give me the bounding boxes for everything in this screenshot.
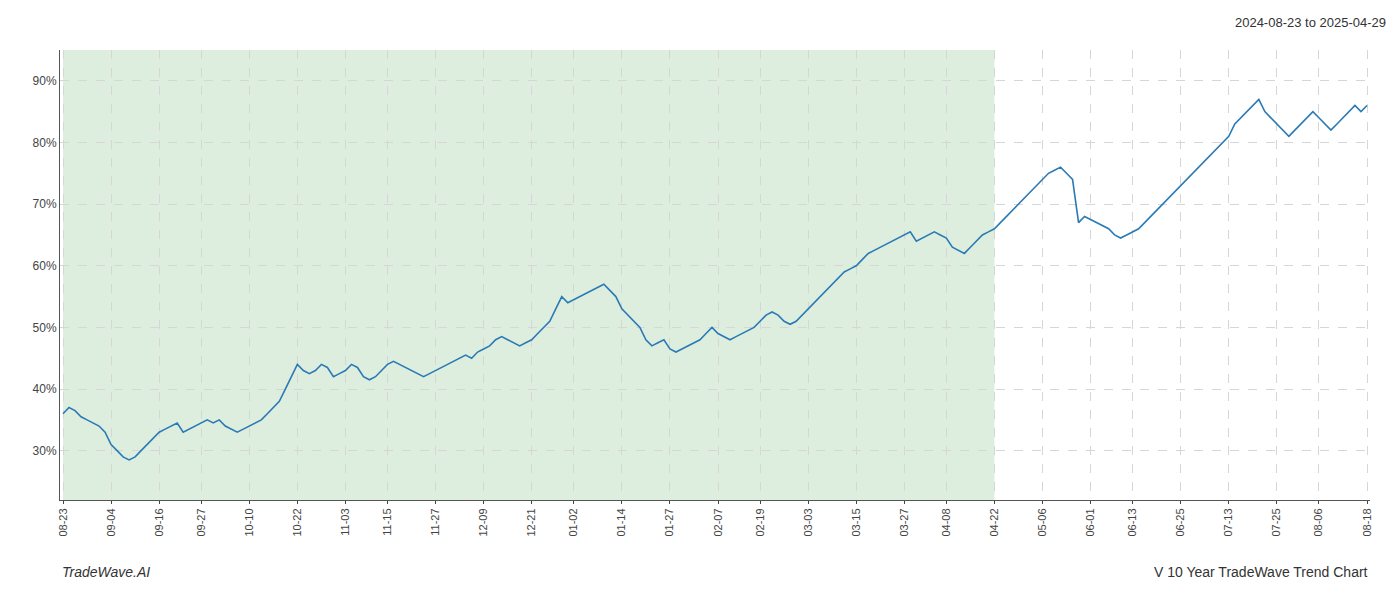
svg-text:30%: 30%: [33, 444, 57, 458]
svg-text:03-27: 03-27: [898, 508, 910, 536]
svg-text:04-22: 04-22: [988, 508, 1000, 536]
svg-text:02-07: 02-07: [712, 508, 724, 536]
svg-text:10-22: 10-22: [291, 508, 303, 536]
svg-text:70%: 70%: [33, 197, 57, 211]
svg-text:01-27: 01-27: [664, 508, 676, 536]
svg-text:06-25: 06-25: [1174, 508, 1186, 536]
svg-text:01-02: 01-02: [567, 508, 579, 536]
svg-text:V 10 Year TradeWave Trend Char: V 10 Year TradeWave Trend Chart: [1154, 564, 1368, 580]
svg-text:06-13: 06-13: [1126, 508, 1138, 536]
svg-text:80%: 80%: [33, 136, 57, 150]
svg-text:40%: 40%: [33, 382, 57, 396]
svg-text:11-27: 11-27: [429, 508, 441, 535]
svg-text:09-04: 09-04: [105, 508, 117, 536]
svg-text:08-23: 08-23: [57, 508, 69, 536]
svg-text:02-19: 02-19: [754, 508, 766, 536]
svg-text:11-03: 11-03: [339, 508, 351, 535]
svg-text:08-06: 08-06: [1312, 508, 1324, 536]
svg-text:05-06: 05-06: [1036, 508, 1048, 536]
svg-text:11-15: 11-15: [381, 508, 393, 535]
svg-text:03-15: 03-15: [850, 508, 862, 536]
svg-text:09-27: 09-27: [195, 508, 207, 536]
svg-text:06-01: 06-01: [1084, 508, 1096, 536]
svg-text:2024-08-23 to 2025-04-29: 2024-08-23 to 2025-04-29: [1235, 15, 1386, 30]
svg-text:07-25: 07-25: [1270, 508, 1282, 536]
svg-text:10-10: 10-10: [243, 508, 255, 536]
svg-text:60%: 60%: [33, 259, 57, 273]
svg-text:50%: 50%: [33, 321, 57, 335]
svg-text:12-21: 12-21: [525, 508, 537, 536]
svg-text:TradeWave.AI: TradeWave.AI: [62, 564, 150, 580]
svg-text:01-14: 01-14: [615, 508, 627, 536]
svg-text:08-18: 08-18: [1361, 508, 1373, 536]
svg-text:03-03: 03-03: [802, 508, 814, 536]
svg-text:04-08: 04-08: [940, 508, 952, 536]
svg-text:90%: 90%: [33, 74, 57, 88]
svg-text:12-09: 12-09: [477, 508, 489, 536]
svg-text:09-16: 09-16: [153, 508, 165, 536]
svg-text:07-13: 07-13: [1222, 508, 1234, 536]
